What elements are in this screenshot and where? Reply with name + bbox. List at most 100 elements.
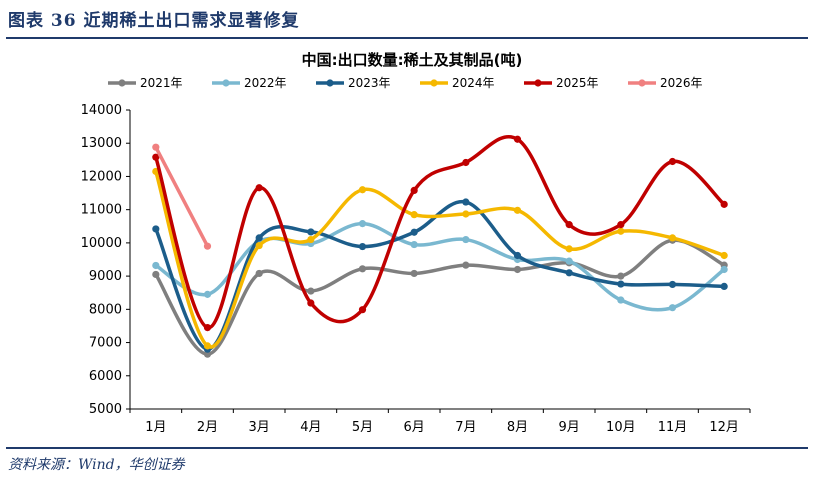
legend-label: 2023年 xyxy=(348,76,391,90)
data-point xyxy=(203,350,212,358)
legend-swatch-marker xyxy=(534,79,542,87)
y-tick-label: 5000 xyxy=(89,402,122,417)
y-tick-label: 8000 xyxy=(89,302,122,317)
legend-swatch-marker xyxy=(118,79,126,87)
legend-label: 2025年 xyxy=(556,76,599,90)
x-tick-label: 5月 xyxy=(352,420,373,435)
title-rule xyxy=(6,37,808,39)
legend-label: 2026年 xyxy=(660,76,703,90)
x-tick-label: 9月 xyxy=(559,420,580,435)
x-tick-label: 1月 xyxy=(145,420,166,435)
data-point xyxy=(255,184,263,192)
data-point xyxy=(513,135,522,143)
data-point xyxy=(152,261,160,270)
data-point xyxy=(513,251,522,260)
series-2023年 xyxy=(152,198,728,353)
x-tick-label: 6月 xyxy=(404,420,425,435)
legend-item: 2025年 xyxy=(524,76,599,90)
legend-label: 2024年 xyxy=(452,76,495,90)
data-point xyxy=(307,299,315,307)
x-tick-label: 7月 xyxy=(455,420,476,435)
data-point xyxy=(152,225,160,233)
data-point xyxy=(203,342,212,350)
y-tick-label: 7000 xyxy=(89,336,122,351)
data-point xyxy=(410,211,418,219)
data-point xyxy=(668,280,677,289)
data-point xyxy=(152,153,160,161)
data-point xyxy=(462,210,470,218)
data-point xyxy=(255,241,263,250)
legend: 2021年 2022年 2023年 2024年 2025年 2026年 xyxy=(108,76,703,90)
data-point xyxy=(720,282,728,291)
legend-swatch-marker xyxy=(430,79,438,87)
data-point xyxy=(358,242,367,251)
series-2025年 xyxy=(152,135,728,332)
data-point xyxy=(307,228,315,236)
source-note: 资料来源：Wind，华创证券 xyxy=(8,457,185,473)
x-tick-label: 2月 xyxy=(197,420,218,435)
x-tick-label: 4月 xyxy=(300,420,321,435)
y-tick-label: 14000 xyxy=(81,103,122,118)
data-point xyxy=(152,143,160,151)
data-point xyxy=(617,221,625,229)
data-point xyxy=(462,235,470,244)
data-point xyxy=(720,200,728,208)
data-point xyxy=(255,269,263,278)
data-point xyxy=(462,198,470,206)
legend-swatch-marker xyxy=(638,79,646,87)
y-tick-label: 10000 xyxy=(81,236,122,251)
y-tick-label: 9000 xyxy=(89,269,122,284)
y-tick-label: 12000 xyxy=(81,169,122,184)
x-tick-label: 8月 xyxy=(507,420,528,435)
data-point xyxy=(203,242,212,250)
data-point xyxy=(462,261,470,269)
footer-rule xyxy=(6,447,808,449)
data-point xyxy=(410,186,418,194)
legend-item: 2021年 xyxy=(108,76,183,90)
legend-label: 2022年 xyxy=(244,76,287,90)
legend-swatch-marker xyxy=(326,79,334,87)
data-point xyxy=(565,221,573,229)
data-point xyxy=(565,245,573,253)
data-point xyxy=(410,240,418,249)
series-2026年 xyxy=(152,143,212,250)
legend-swatch-marker xyxy=(222,79,230,87)
data-point xyxy=(720,251,728,260)
data-point xyxy=(513,206,522,214)
axes: 5000 6000 7000 8000 9000 10000 11000 12000 13000… xyxy=(81,103,751,435)
data-point xyxy=(668,157,677,166)
x-tick-label: 11月 xyxy=(658,420,688,435)
chart-title: 中国:出口数量:稀土及其制品(吨) xyxy=(302,51,523,69)
data-point xyxy=(668,304,677,312)
series-2024年 xyxy=(152,167,728,350)
series-2022年 xyxy=(152,220,728,312)
data-point xyxy=(358,265,367,273)
data-point xyxy=(203,324,212,332)
data-point xyxy=(513,265,522,274)
data-point xyxy=(617,227,625,235)
data-point xyxy=(255,234,263,242)
y-tick-label: 6000 xyxy=(89,369,122,384)
data-point xyxy=(617,296,625,304)
data-point xyxy=(668,234,677,242)
y-tick-label: 13000 xyxy=(81,136,122,151)
data-point xyxy=(462,158,470,167)
data-point xyxy=(358,306,367,314)
data-point xyxy=(203,290,212,298)
legend-label: 2021年 xyxy=(140,76,183,90)
legend-item: 2026年 xyxy=(628,76,703,90)
data-point xyxy=(358,220,367,228)
data-point xyxy=(410,269,418,278)
x-tick-label: 3月 xyxy=(249,420,270,435)
legend-item: 2024年 xyxy=(420,76,495,90)
legend-item: 2023年 xyxy=(316,76,391,90)
series-line xyxy=(154,145,210,248)
data-point xyxy=(565,257,573,265)
data-point xyxy=(720,265,728,274)
data-point xyxy=(358,186,367,194)
data-point xyxy=(152,270,160,279)
data-point xyxy=(307,235,315,244)
data-point xyxy=(307,287,315,295)
y-tick-label: 11000 xyxy=(81,203,122,218)
